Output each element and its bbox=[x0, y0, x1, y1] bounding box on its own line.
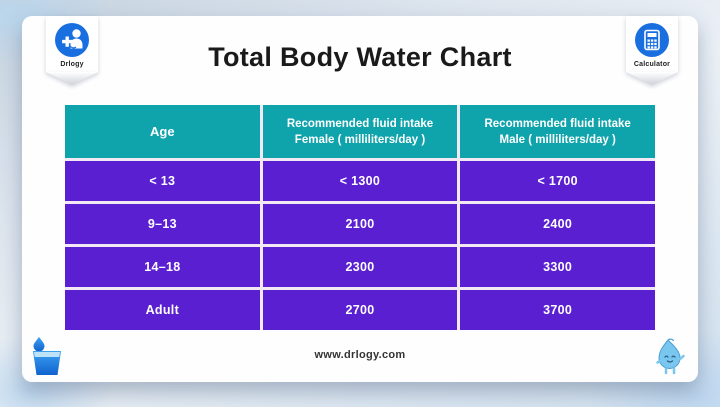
table-cell-female: 2300 bbox=[262, 247, 458, 287]
drlogy-medical-logo-icon bbox=[55, 23, 89, 57]
water-glass-icon bbox=[33, 337, 61, 375]
page-title: Total Body Water Chart bbox=[208, 42, 512, 72]
table-cell-age: Adult bbox=[65, 290, 260, 330]
calculator-badge: Calculator bbox=[626, 16, 678, 86]
water-drop-mascot-icon bbox=[656, 338, 685, 375]
table-cell-age: 14–18 bbox=[65, 247, 260, 287]
calculator-badge-label: Calculator bbox=[633, 61, 671, 68]
fluid-intake-table: Age Recommended fluid intake Female ( mi… bbox=[65, 105, 655, 330]
table-cell-age: 9–13 bbox=[65, 204, 260, 244]
website-url: www.drlogy.com bbox=[314, 349, 406, 361]
table-cell-male: < 1700 bbox=[460, 161, 655, 201]
table-cell-female: 2100 bbox=[262, 204, 458, 244]
table-cell-male: 2400 bbox=[460, 204, 655, 244]
table-cell-female: < 1300 bbox=[262, 161, 458, 201]
ribbon-tail-icon bbox=[626, 72, 678, 85]
drlogy-badge-plate: Drlogy bbox=[46, 16, 98, 72]
drlogy-brand-badge: Drlogy bbox=[46, 16, 98, 86]
column-header-age: Age bbox=[65, 105, 260, 158]
table-cell-female: 2700 bbox=[262, 290, 458, 330]
table-cell-age: < 13 bbox=[65, 161, 260, 201]
calculator-icon bbox=[635, 23, 669, 57]
table-cell-male: 3700 bbox=[460, 290, 655, 330]
column-header-male: Recommended fluid intake Male ( millilit… bbox=[460, 105, 655, 158]
column-header-female: Recommended fluid intake Female ( millil… bbox=[262, 105, 458, 158]
drlogy-badge-label: Drlogy bbox=[60, 61, 84, 68]
table-cell-male: 3300 bbox=[460, 247, 655, 287]
ribbon-tail-icon bbox=[46, 72, 98, 85]
calculator-badge-plate: Calculator bbox=[626, 16, 678, 72]
